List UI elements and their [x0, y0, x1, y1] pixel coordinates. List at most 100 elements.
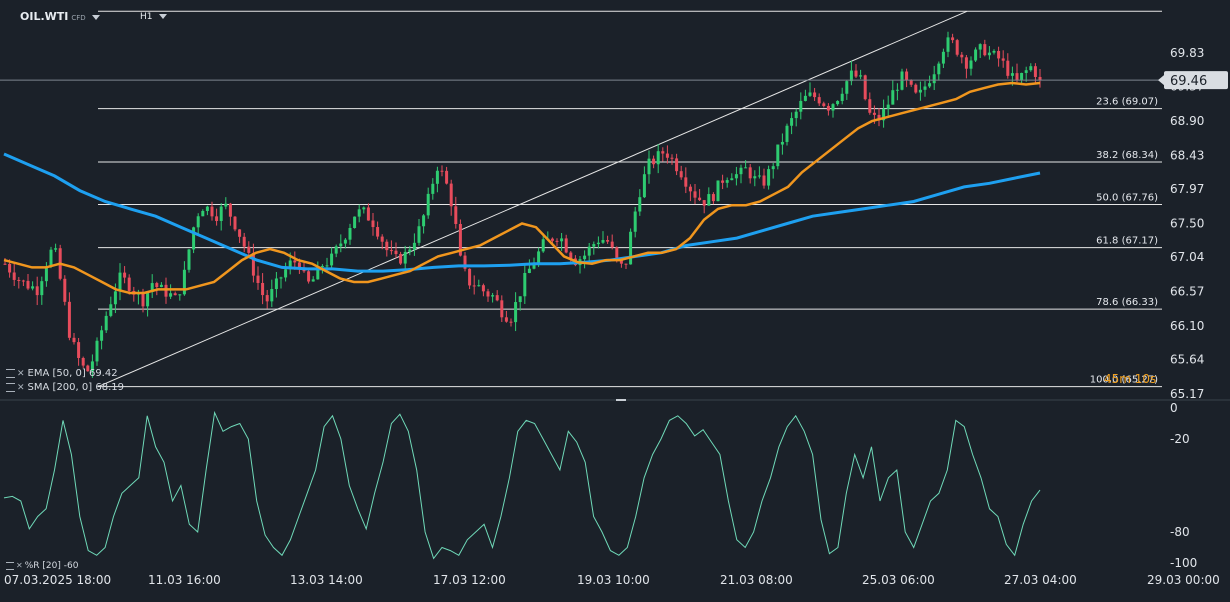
- candle-body: [670, 157, 674, 159]
- settings-icon[interactable]: [6, 368, 15, 378]
- candle: [265, 289, 269, 309]
- candle-body: [334, 246, 338, 254]
- candle: [95, 337, 99, 366]
- candle: [675, 153, 679, 176]
- ema-legend[interactable]: ✕ EMA [50, 0] 69.42: [6, 368, 118, 379]
- wr-legend-value: -60: [63, 561, 79, 571]
- candle: [35, 276, 39, 306]
- candle: [909, 79, 913, 87]
- williams-r-line: [3, 410, 1041, 560]
- candle: [173, 291, 177, 296]
- candle: [86, 364, 90, 372]
- candle: [753, 170, 757, 187]
- candle-body: [583, 255, 587, 260]
- candle: [435, 166, 439, 193]
- candle: [334, 244, 338, 258]
- candle-body: [923, 86, 927, 90]
- timeframe-selector[interactable]: H1: [140, 12, 167, 22]
- wr-tick-label: -80: [1170, 525, 1190, 539]
- candle: [118, 263, 122, 301]
- candle-body: [155, 283, 159, 288]
- candle-body: [550, 238, 554, 241]
- sma-legend-label: SMA [200, 0]: [27, 382, 93, 393]
- candle: [969, 56, 973, 76]
- candle: [592, 241, 596, 255]
- candle: [707, 187, 711, 206]
- candle: [389, 240, 393, 255]
- candle: [882, 99, 886, 128]
- close-icon[interactable]: ✕: [16, 561, 23, 570]
- candle: [123, 266, 127, 284]
- candle-body: [610, 241, 614, 248]
- candle-body: [1015, 73, 1019, 81]
- candle: [518, 296, 522, 311]
- last-price-tag-pointer: [1158, 75, 1164, 86]
- candle: [633, 206, 637, 238]
- candle-body: [757, 175, 761, 177]
- candle-body: [707, 194, 711, 206]
- candle-body: [776, 144, 780, 167]
- candle-body: [629, 231, 633, 265]
- candle: [54, 243, 58, 253]
- candle: [702, 199, 706, 214]
- candle: [26, 274, 30, 291]
- candle: [974, 47, 978, 62]
- candle-body: [164, 284, 168, 297]
- candle-body: [702, 200, 706, 206]
- candle: [859, 69, 863, 80]
- candle: [840, 87, 844, 105]
- candle-body: [224, 203, 228, 207]
- candle: [987, 46, 991, 60]
- timeframe-label: H1: [140, 12, 153, 22]
- settings-icon[interactable]: [6, 561, 14, 570]
- candle-body: [187, 249, 191, 270]
- candle: [247, 241, 251, 258]
- candle: [233, 215, 237, 232]
- candle: [780, 133, 784, 155]
- candle-countdown: 45m 10s: [1104, 372, 1157, 386]
- candle-body: [762, 175, 766, 186]
- time-tick-label: 07.03.2025 18:00: [4, 573, 111, 587]
- candle-body: [794, 111, 798, 119]
- candle-body: [440, 170, 444, 172]
- candle: [491, 292, 495, 303]
- candle: [905, 68, 909, 88]
- candle-body: [196, 216, 200, 228]
- fib-level-label: 38.2 (68.34): [1096, 150, 1158, 161]
- candle-body: [399, 254, 403, 264]
- candle-body: [905, 71, 909, 81]
- candle-body: [146, 292, 150, 307]
- settings-icon[interactable]: [6, 382, 15, 392]
- candle-body: [974, 49, 978, 61]
- candle-body: [601, 240, 605, 243]
- candle: [799, 92, 803, 120]
- candle: [596, 236, 600, 249]
- candle-body: [173, 293, 177, 296]
- candle: [242, 232, 246, 253]
- candle: [928, 75, 932, 89]
- sma-legend[interactable]: ✕ SMA [200, 0] 68.19: [6, 382, 124, 393]
- candle: [399, 251, 403, 265]
- candle-body: [26, 280, 30, 289]
- candle-body: [67, 301, 71, 338]
- symbol-selector[interactable]: OIL.WTI CFD: [20, 10, 100, 23]
- candle-body: [288, 260, 292, 270]
- fib-level-label: 78.6 (66.33): [1096, 297, 1158, 308]
- candle-body: [813, 92, 817, 98]
- close-icon[interactable]: ✕: [17, 369, 25, 379]
- candle: [261, 273, 265, 305]
- candle: [587, 242, 591, 264]
- wr-legend[interactable]: ✕ %R [20] -60: [6, 561, 78, 571]
- candle-body: [928, 83, 932, 87]
- candle-body: [477, 285, 481, 287]
- candle-body: [960, 54, 964, 58]
- candle: [992, 49, 996, 55]
- candle-body: [964, 57, 968, 69]
- close-icon[interactable]: ✕: [17, 383, 25, 393]
- candle-body: [785, 125, 789, 142]
- candle: [256, 266, 260, 290]
- candle: [440, 165, 444, 177]
- candle-body: [445, 170, 449, 184]
